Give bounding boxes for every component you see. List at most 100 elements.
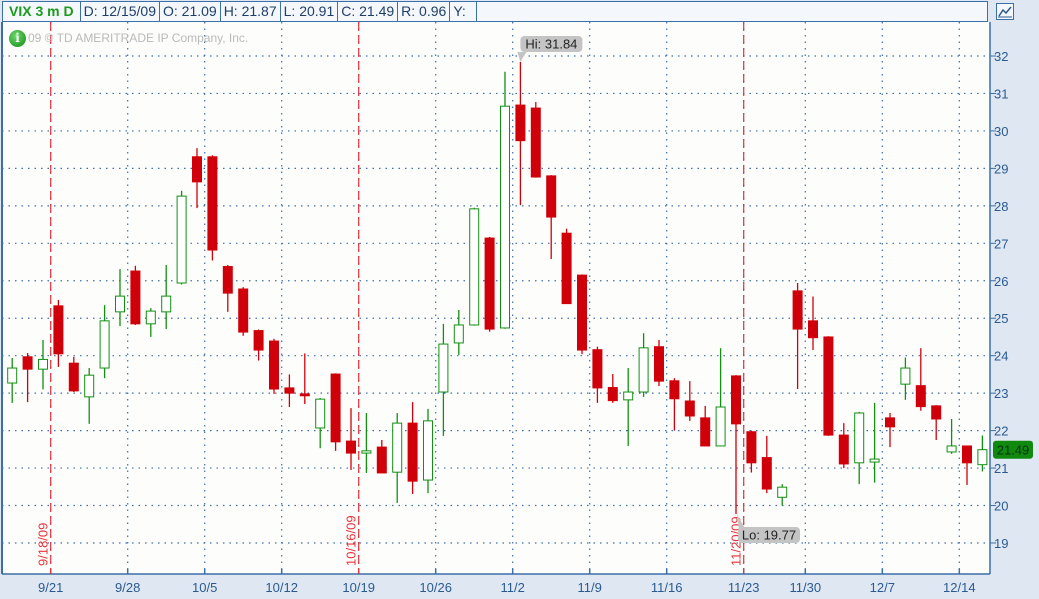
hi-label: Hi: 31.84 — [520, 36, 583, 52]
candle — [546, 175, 557, 260]
candle — [715, 348, 726, 447]
candle — [145, 308, 156, 337]
candle-body — [361, 450, 372, 454]
quote-header: VIX 3 m D D: 12/15/09 O: 21.09 H: 21.87 … — [2, 1, 988, 22]
candle — [777, 484, 788, 506]
candle — [915, 348, 926, 411]
y-tick-label: 26 — [994, 274, 1008, 289]
candle-body — [946, 445, 957, 453]
candle-body — [777, 486, 788, 498]
candle — [269, 338, 279, 394]
y-tick-label: 30 — [994, 124, 1008, 139]
range-field: R: 0.96 — [398, 2, 451, 21]
y-tick-label: 20 — [994, 499, 1008, 514]
candle-body — [838, 434, 849, 465]
candle-body — [854, 412, 865, 464]
candle — [746, 430, 757, 473]
candle — [453, 309, 464, 355]
close-field: C: 21.49 — [338, 2, 399, 21]
candle — [761, 435, 772, 494]
last-price-tag — [993, 440, 1033, 459]
y-tick-label: 19 — [994, 536, 1008, 551]
x-tick-label: 11/2 — [501, 580, 525, 595]
candle-body — [746, 431, 757, 464]
candle — [931, 405, 942, 440]
low-field: L: 20.91 — [281, 2, 339, 21]
candle-body — [68, 362, 79, 392]
candle — [423, 408, 433, 494]
candle — [869, 402, 880, 483]
symbol-label[interactable]: VIX 3 m D — [3, 2, 81, 21]
candle — [823, 336, 834, 436]
candle-body — [962, 445, 972, 464]
candle — [330, 373, 341, 451]
candle-body — [423, 420, 433, 481]
candle-body — [761, 457, 772, 490]
lo-label-box — [738, 527, 800, 543]
candle — [684, 381, 695, 421]
candle-body — [530, 107, 541, 178]
candle-body — [346, 440, 356, 454]
plot-area — [2, 22, 990, 574]
candle — [407, 402, 418, 494]
x-tick-label: 9/28 — [115, 580, 140, 595]
chart-settings-icon[interactable] — [996, 3, 1014, 20]
candle-body — [207, 156, 218, 251]
candle-body — [792, 290, 803, 330]
x-tick-label: 9/21 — [38, 580, 63, 595]
candle — [792, 283, 803, 390]
candle-body — [977, 449, 988, 466]
x-tick-label: 11/23 — [728, 580, 760, 595]
candle — [130, 265, 141, 325]
candle-body — [453, 324, 464, 344]
candle — [838, 423, 849, 469]
candle — [962, 445, 972, 485]
candle-body — [869, 458, 880, 463]
candle-body — [808, 320, 818, 339]
candle-body — [731, 375, 741, 425]
candle-body — [299, 393, 310, 397]
y-field: Y: — [450, 2, 478, 21]
candle — [376, 439, 387, 474]
candle — [253, 329, 264, 361]
candle-body — [392, 422, 403, 473]
candle-body — [607, 387, 618, 402]
candle-body — [623, 391, 634, 401]
candle — [238, 287, 249, 336]
candle-body — [99, 320, 110, 369]
candle-body — [145, 310, 156, 325]
candle-body — [53, 305, 64, 355]
candle-body — [669, 380, 680, 400]
candle-body — [269, 340, 279, 390]
candle — [315, 398, 326, 449]
candle — [577, 274, 587, 355]
x-tick-label: 11/16 — [651, 580, 683, 595]
candle — [731, 375, 741, 515]
candle — [808, 296, 818, 351]
candle — [854, 411, 865, 485]
x-tick-label: 10/26 — [419, 580, 452, 595]
candle — [84, 368, 95, 424]
candle — [592, 346, 603, 403]
candle — [38, 339, 48, 390]
hi-label-text: Hi: 31.84 — [525, 37, 577, 52]
candle-body — [161, 295, 172, 313]
y-tick-label: 28 — [994, 199, 1008, 214]
candle — [607, 374, 618, 403]
candle — [946, 418, 957, 454]
candle-body — [577, 274, 587, 351]
candle-body — [115, 295, 125, 313]
candle-body — [561, 232, 572, 305]
event-marker-label: 10/16/09 — [344, 515, 359, 566]
date-field: D: 12/15/09 — [81, 2, 160, 21]
candle — [515, 61, 526, 206]
candle-body — [84, 374, 95, 398]
y-tick-label: 24 — [994, 349, 1008, 364]
hi-label-box — [520, 36, 583, 52]
candle-body — [253, 330, 264, 351]
info-icon[interactable]: i — [9, 30, 26, 47]
last-price-text: 21.49 — [997, 443, 1030, 458]
x-tick-label: 10/5 — [192, 580, 217, 595]
candle — [977, 435, 988, 472]
